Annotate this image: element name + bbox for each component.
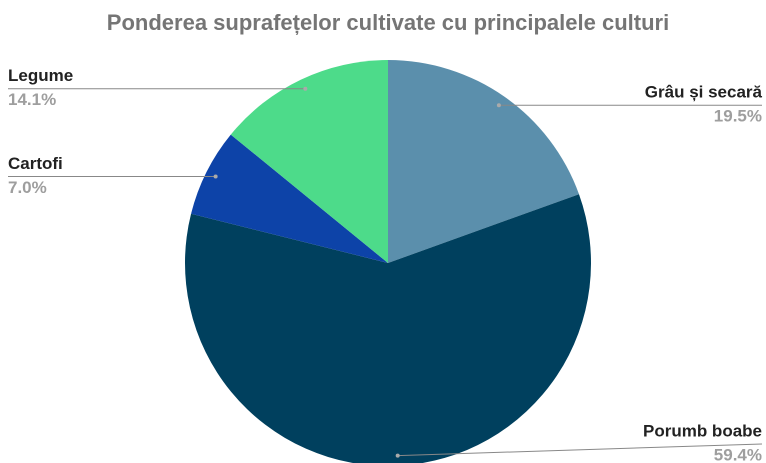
leader-dot — [303, 86, 308, 91]
slice-value: 19.5% — [714, 107, 762, 126]
slice-label: Porumb boabe — [643, 421, 762, 440]
leader-dot — [395, 453, 400, 458]
leader-dot — [213, 174, 218, 179]
slice-value: 7.0% — [8, 178, 47, 197]
slice-label: Legume — [8, 66, 73, 85]
chart-title: Ponderea suprafețelor cultivate cu princ… — [107, 10, 669, 35]
leader-dot — [496, 103, 501, 108]
pie-slice — [388, 60, 579, 263]
pie-slice — [230, 60, 388, 263]
slice-label: Grâu și secară — [645, 83, 763, 102]
slice-value: 59.4% — [714, 445, 762, 463]
slice-value: 14.1% — [8, 90, 56, 109]
slice-label: Cartofi — [8, 154, 63, 173]
pie-slice — [191, 134, 388, 263]
leader-line — [397, 443, 763, 457]
pie-slice — [185, 194, 591, 463]
